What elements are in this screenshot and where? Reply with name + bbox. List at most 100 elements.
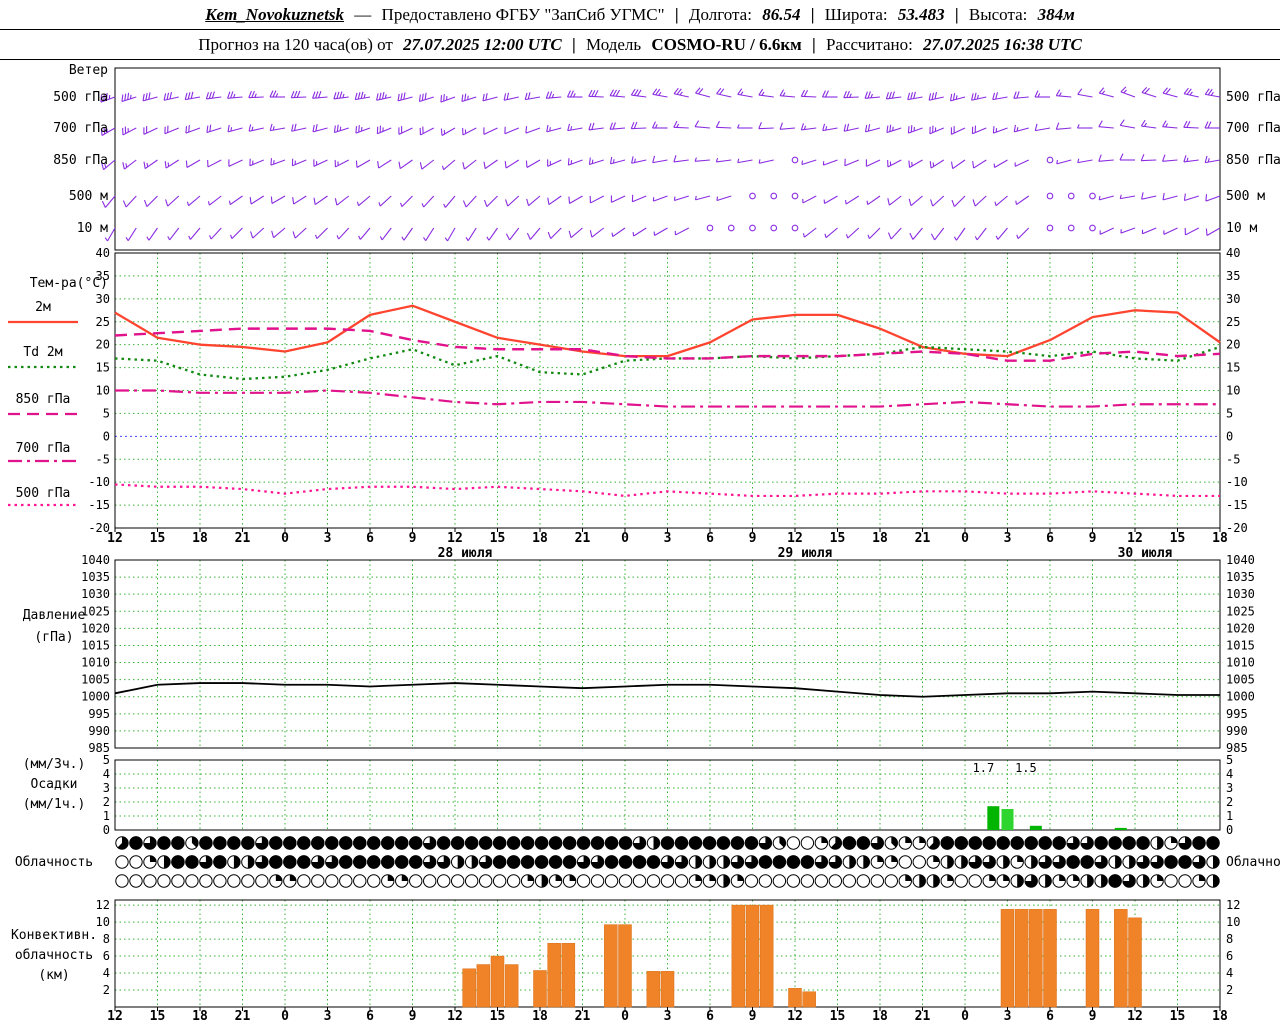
wind-barb-feather — [504, 161, 507, 169]
wind-barb — [358, 195, 371, 207]
wind-barb — [143, 127, 158, 135]
wind-barb-feather — [104, 237, 108, 242]
cloud-cover-icon — [492, 855, 507, 869]
cloud-cover-icon — [1206, 836, 1220, 850]
wind-barb-feather — [127, 92, 130, 100]
cloud-cover-icon — [1143, 874, 1150, 888]
x-tick-label: 21 — [575, 531, 591, 546]
wind-barb-feather — [142, 93, 145, 101]
convective-bar — [1085, 909, 1100, 1008]
wind-barb — [525, 127, 541, 134]
wind-barb — [313, 159, 328, 167]
wind-barb — [569, 195, 583, 204]
cloud-cover-icon — [185, 874, 199, 888]
wind-barb-feather — [166, 92, 170, 100]
wind-barb — [590, 195, 605, 204]
wind-barb-feather — [864, 124, 868, 132]
calm-wind-icon — [791, 192, 799, 200]
wind-barb-feather — [377, 161, 380, 169]
wind-barb-feather — [291, 124, 294, 132]
wind-barb-feather — [737, 88, 743, 95]
cloud-cover-icon — [968, 836, 982, 850]
wind-barb — [737, 93, 753, 98]
wind-barb — [1077, 93, 1093, 98]
model-value: COSMO-RU / 6.6км — [651, 35, 802, 54]
wind-barb-feather — [908, 160, 911, 168]
wind-barb-feather — [1034, 90, 1039, 98]
calm-wind-icon — [791, 156, 799, 164]
wind-barb-feather — [695, 87, 701, 94]
wind-barb — [1141, 125, 1157, 129]
x-tick-label: 0 — [961, 531, 969, 546]
wind-level-500m: 500 м — [68, 189, 108, 204]
precip-unit-1h: (мм/1ч.) — [22, 797, 86, 812]
wind-barb-feather — [421, 93, 424, 101]
wind-barb-feather — [822, 123, 826, 131]
temp-ytick-right: -5 — [1226, 452, 1240, 466]
wind-barb-feather — [673, 155, 677, 163]
wind-barb-feather — [143, 199, 148, 207]
wind-barb-feather — [867, 91, 871, 99]
pressure-ytick-right: 1035 — [1226, 570, 1255, 584]
cloud-cover-icon — [129, 855, 143, 869]
wind-barb — [1017, 227, 1030, 239]
wind-barb — [548, 195, 562, 206]
cloud-cover-icon — [1094, 836, 1108, 850]
wind-barb — [716, 195, 732, 202]
wind-barb — [503, 96, 519, 101]
wind-barb — [867, 195, 881, 206]
wind-barb-feather — [570, 90, 574, 98]
temp-curve-2 — [114, 327, 1221, 362]
cloud-cover-icon — [157, 836, 171, 850]
wind-barb — [294, 227, 307, 239]
cloud-cover-icon — [1122, 874, 1136, 888]
wind-barb-feather — [1162, 154, 1166, 162]
wind-barb — [312, 96, 328, 99]
x-tick-label-bottom: 21 — [235, 1009, 251, 1024]
temp-ytick-right: 15 — [1226, 361, 1240, 375]
convective-bar — [561, 943, 576, 1008]
pressure-ytick-left: 990 — [88, 724, 110, 738]
cloud-cover-icon — [367, 855, 381, 869]
wind-barb-feather — [887, 232, 892, 240]
wind-barb — [611, 195, 626, 203]
wind-barb-feather — [292, 197, 295, 205]
cloud-cover-icon — [1213, 855, 1220, 869]
wind-barb — [1077, 159, 1093, 164]
cloud-cover-icon — [1150, 855, 1164, 869]
x-tick-label-bottom: 3 — [324, 1009, 332, 1024]
wind-barb-feather — [910, 125, 913, 133]
wind-barb — [359, 227, 371, 240]
wind-barb — [1056, 159, 1072, 165]
wind-barb-feather — [272, 126, 275, 131]
convective-title-2: облачность — [14, 948, 94, 963]
wind-barb-feather — [1098, 154, 1102, 162]
latitude-value: 53.483 — [897, 5, 945, 24]
header-separator: | — [811, 35, 816, 54]
cloud-cover-icon — [660, 874, 675, 888]
temp-ytick-right: 20 — [1226, 338, 1240, 352]
wind-barb-feather — [187, 92, 191, 100]
convective-bar — [604, 924, 618, 1008]
panel-frame — [114, 559, 1221, 749]
wind-barb-feather — [609, 156, 613, 164]
cloud-cover-icon — [395, 836, 409, 850]
pressure-ytick-right: 1025 — [1226, 604, 1255, 618]
wind-barb-feather — [358, 235, 361, 240]
wind-barb-feather — [503, 93, 507, 101]
x-tick-label-bottom: 15 — [150, 1009, 166, 1024]
cloud-cover-icon — [940, 836, 954, 850]
wind-barb-feather — [845, 200, 847, 205]
cloud-cover-icon — [562, 836, 577, 850]
wind-barb — [695, 126, 711, 129]
cloud-cover-icon — [247, 855, 255, 869]
convective-ytick-left: 12 — [96, 898, 110, 912]
wind-barb-feather — [400, 202, 403, 207]
wind-barb-feather — [1204, 121, 1209, 129]
wind-barb-feather — [568, 196, 571, 204]
cloud-cover-icon — [185, 855, 199, 869]
cloud-cover-icon — [702, 836, 717, 850]
cloud-cover-icon — [450, 874, 465, 888]
wind-barb-feather — [907, 126, 910, 134]
cloud-cover-icon — [1017, 874, 1024, 888]
